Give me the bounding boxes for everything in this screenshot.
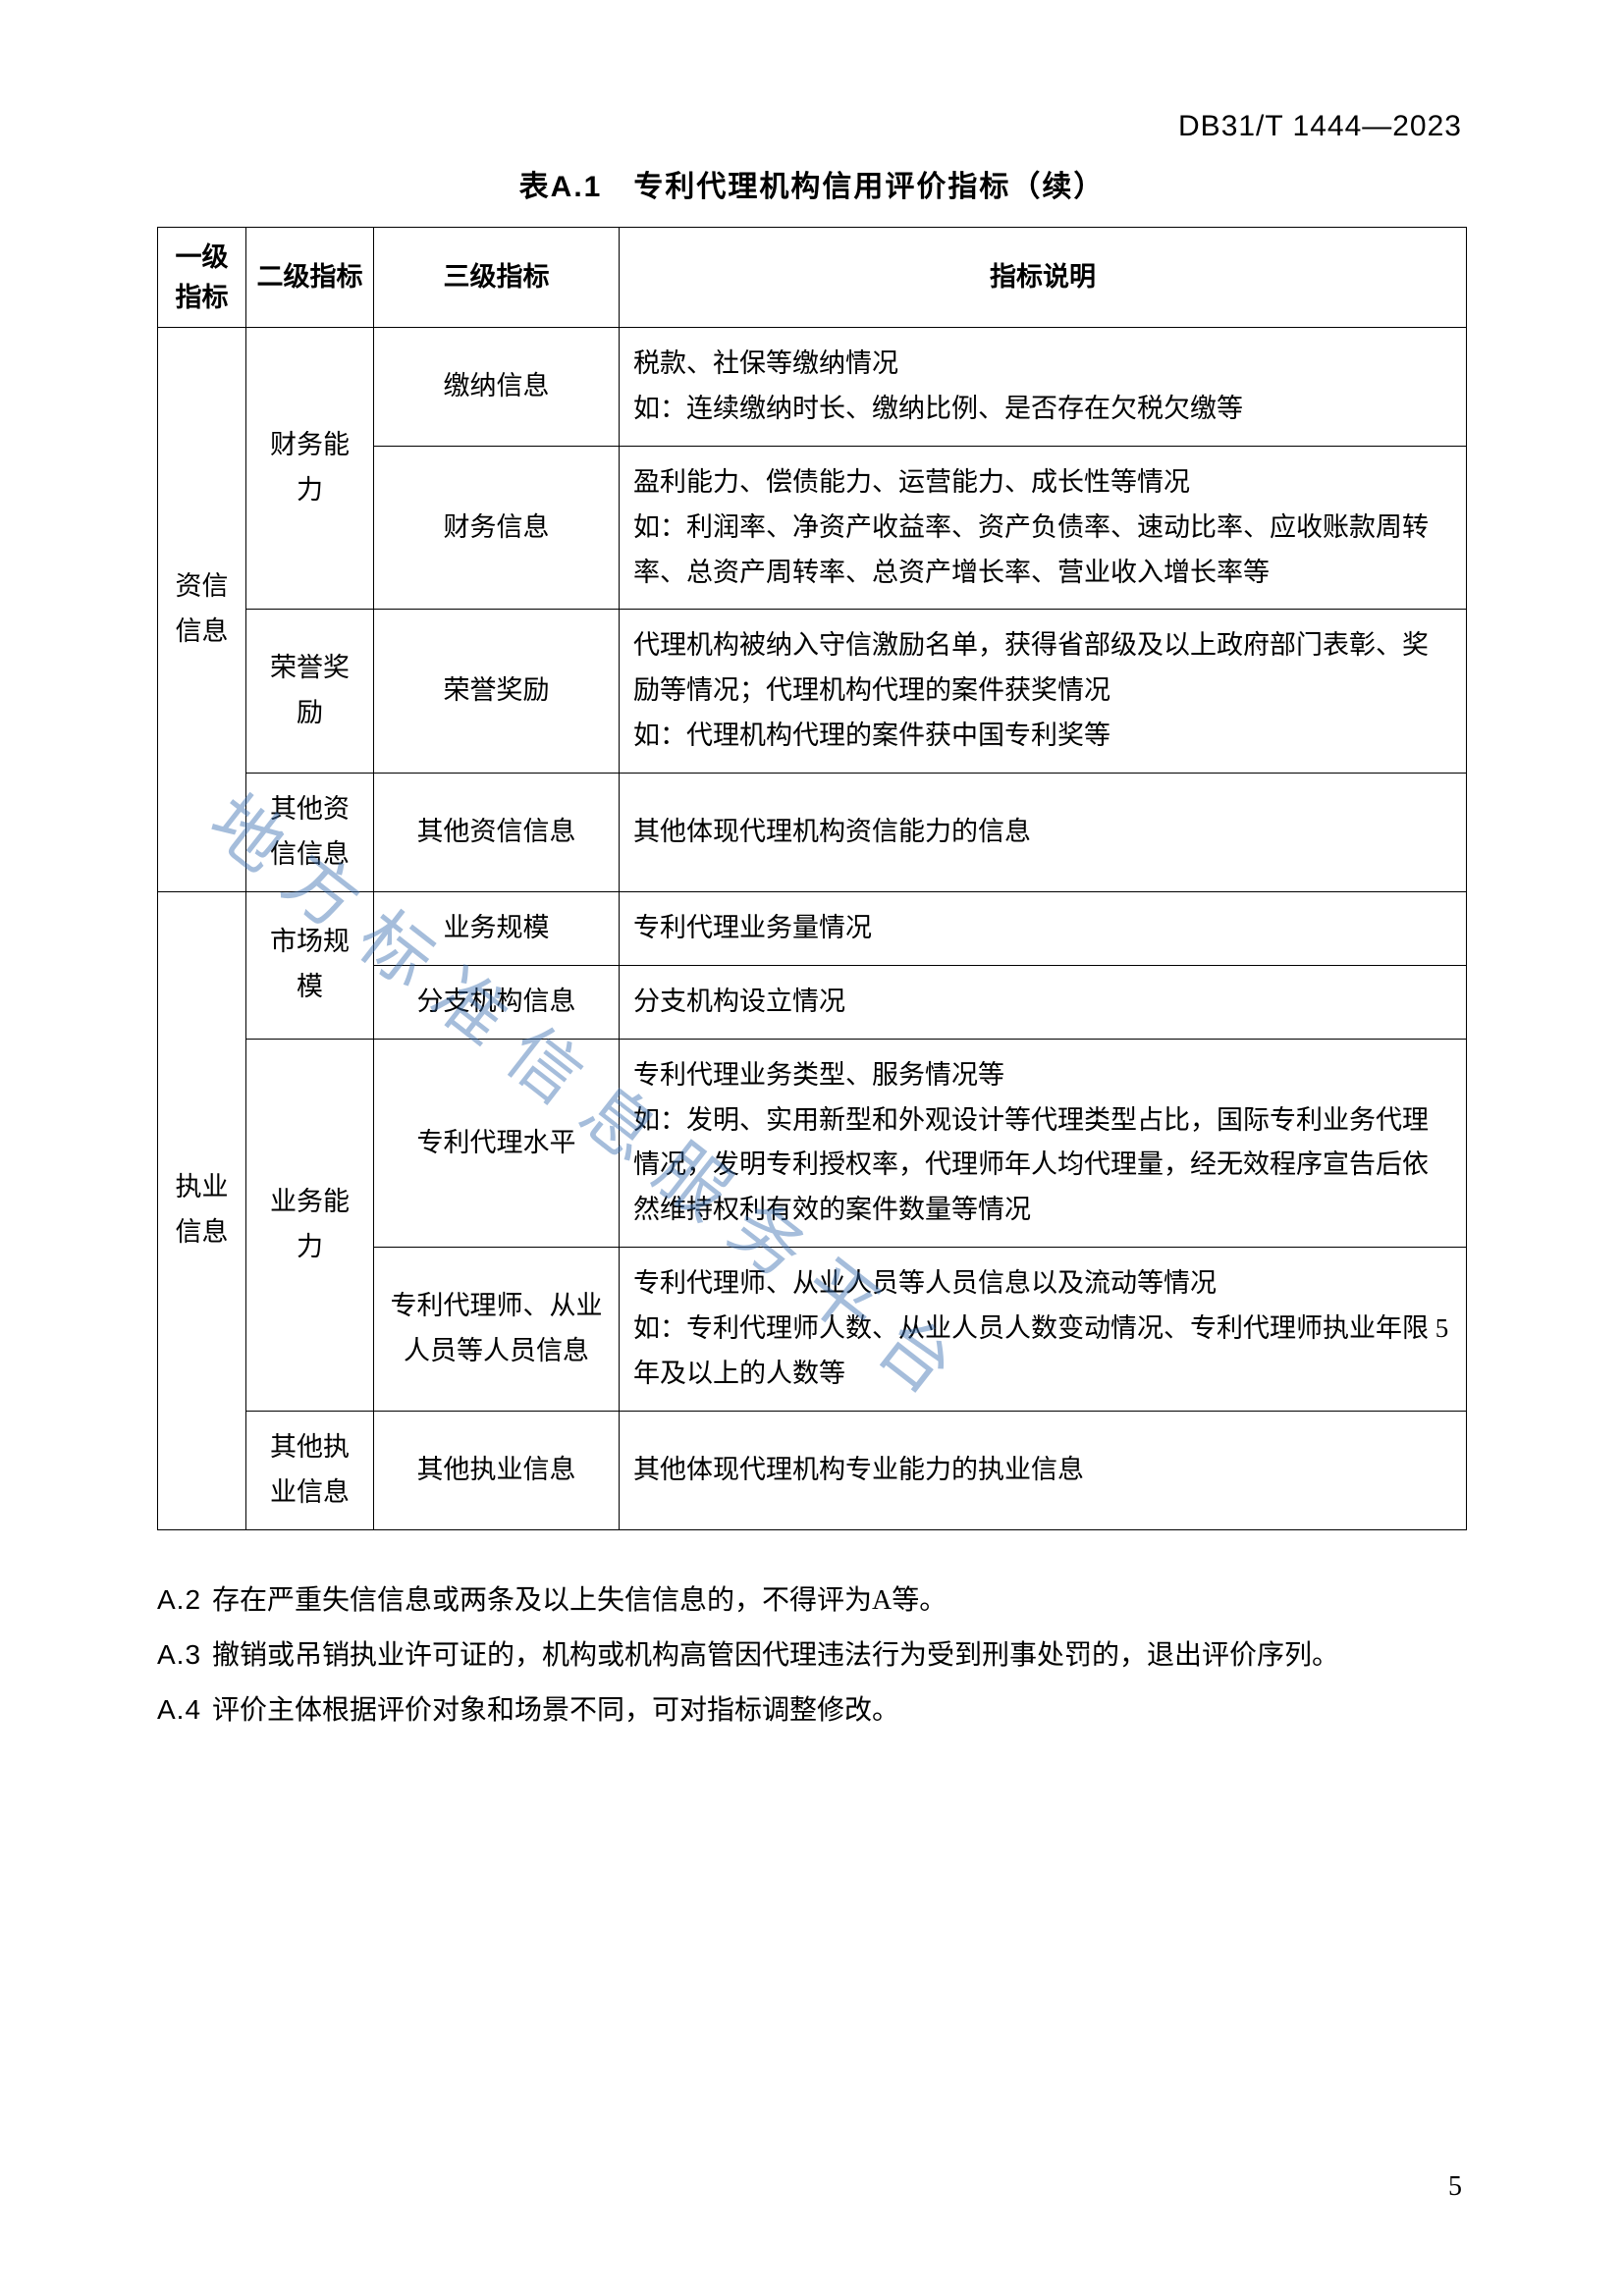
- cell-l3: 分支机构信息: [374, 965, 620, 1039]
- note-label: A.2: [157, 1584, 201, 1615]
- indicator-table: 一级指标 二级指标 三级指标 指标说明 资信信息 财务能力 缴纳信息 税款、社保…: [157, 227, 1467, 1530]
- col-header-desc: 指标说明: [620, 228, 1467, 328]
- table-row: 资信信息 财务能力 缴纳信息 税款、社保等缴纳情况如：连续缴纳时长、缴纳比例、是…: [158, 328, 1467, 447]
- cell-desc: 专利代理师、从业人员等人员信息以及流动等情况如：专利代理师人数、从业人员人数变动…: [620, 1248, 1467, 1412]
- cell-l3: 其他资信信息: [374, 774, 620, 892]
- table-row: 荣誉奖励 荣誉奖励 代理机构被纳入守信激励名单，获得省部级及以上政府部门表彰、奖…: [158, 610, 1467, 774]
- cell-desc: 专利代理业务量情况: [620, 891, 1467, 965]
- col-header-l1: 一级指标: [158, 228, 246, 328]
- note-text: 撤销或吊销执业许可证的，机构或机构高管因代理违法行为受到刑事处罚的，退出评价序列…: [212, 1640, 1339, 1671]
- table-row: 业务能力 专利代理水平 专利代理业务类型、服务情况等如：发明、实用新型和外观设计…: [158, 1039, 1467, 1248]
- cell-l2: 其他执业信息: [246, 1411, 374, 1529]
- col-header-l3: 三级指标: [374, 228, 620, 328]
- note-label: A.4: [157, 1694, 201, 1725]
- cell-l2: 业务能力: [246, 1039, 374, 1411]
- table-title: 表A.1 专利代理机构信用评价指标（续）: [157, 162, 1467, 205]
- note-text: 评价主体根据评价对象和场景不同，可对指标调整修改。: [212, 1695, 899, 1726]
- cell-l3: 缴纳信息: [374, 328, 620, 447]
- cell-l1: 资信信息: [158, 328, 246, 892]
- cell-desc: 其他体现代理机构资信能力的信息: [620, 774, 1467, 892]
- table-header-row: 一级指标 二级指标 三级指标 指标说明: [158, 228, 1467, 328]
- cell-l3: 专利代理师、从业人员等人员信息: [374, 1248, 620, 1412]
- cell-desc: 专利代理业务类型、服务情况等如：发明、实用新型和外观设计等代理类型占比，国际专利…: [620, 1039, 1467, 1248]
- note-text: 存在严重失信信息或两条及以上失信信息的，不得评为A等。: [212, 1585, 947, 1616]
- cell-l2: 其他资信信息: [246, 774, 374, 892]
- cell-desc: 代理机构被纳入守信激励名单，获得省部级及以上政府部门表彰、奖励等情况；代理机构代…: [620, 610, 1467, 774]
- cell-l2: 市场规模: [246, 891, 374, 1039]
- cell-desc: 盈利能力、偿债能力、运营能力、成长性等情况如：利润率、净资产收益率、资产负债率、…: [620, 446, 1467, 610]
- col-header-l2: 二级指标: [246, 228, 374, 328]
- cell-l2: 财务能力: [246, 328, 374, 610]
- cell-desc: 税款、社保等缴纳情况如：连续缴纳时长、缴纳比例、是否存在欠税欠缴等: [620, 328, 1467, 447]
- table-row: 执业信息 市场规模 业务规模 专利代理业务量情况: [158, 891, 1467, 965]
- page: DB31/T 1444—2023 表A.1 专利代理机构信用评价指标（续） 一级…: [0, 0, 1624, 2296]
- note-line: A.3 撤销或吊销执业许可证的，机构或机构高管因代理违法行为受到刑事处罚的，退出…: [157, 1629, 1467, 1682]
- note-line: A.4 评价主体根据评价对象和场景不同，可对指标调整修改。: [157, 1683, 1467, 1736]
- table-row: 其他执业信息 其他执业信息 其他体现代理机构专业能力的执业信息: [158, 1411, 1467, 1529]
- cell-l3: 财务信息: [374, 446, 620, 610]
- table-row: 其他资信信息 其他资信信息 其他体现代理机构资信能力的信息: [158, 774, 1467, 892]
- cell-l3: 专利代理水平: [374, 1039, 620, 1248]
- cell-desc: 分支机构设立情况: [620, 965, 1467, 1039]
- page-number: 5: [1448, 2171, 1462, 2203]
- cell-l3: 业务规模: [374, 891, 620, 965]
- cell-desc: 其他体现代理机构专业能力的执业信息: [620, 1411, 1467, 1529]
- note-label: A.3: [157, 1639, 201, 1670]
- document-id: DB31/T 1444—2023: [1178, 110, 1462, 143]
- cell-l3: 荣誉奖励: [374, 610, 620, 774]
- cell-l2: 荣誉奖励: [246, 610, 374, 774]
- notes-block: A.2 存在严重失信信息或两条及以上失信信息的，不得评为A等。 A.3 撤销或吊…: [157, 1574, 1467, 1737]
- cell-l1: 执业信息: [158, 891, 246, 1529]
- cell-l3: 其他执业信息: [374, 1411, 620, 1529]
- note-line: A.2 存在严重失信信息或两条及以上失信信息的，不得评为A等。: [157, 1574, 1467, 1627]
